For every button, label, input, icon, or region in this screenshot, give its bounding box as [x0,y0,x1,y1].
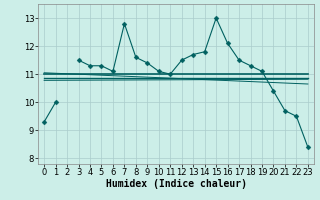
X-axis label: Humidex (Indice chaleur): Humidex (Indice chaleur) [106,179,246,189]
